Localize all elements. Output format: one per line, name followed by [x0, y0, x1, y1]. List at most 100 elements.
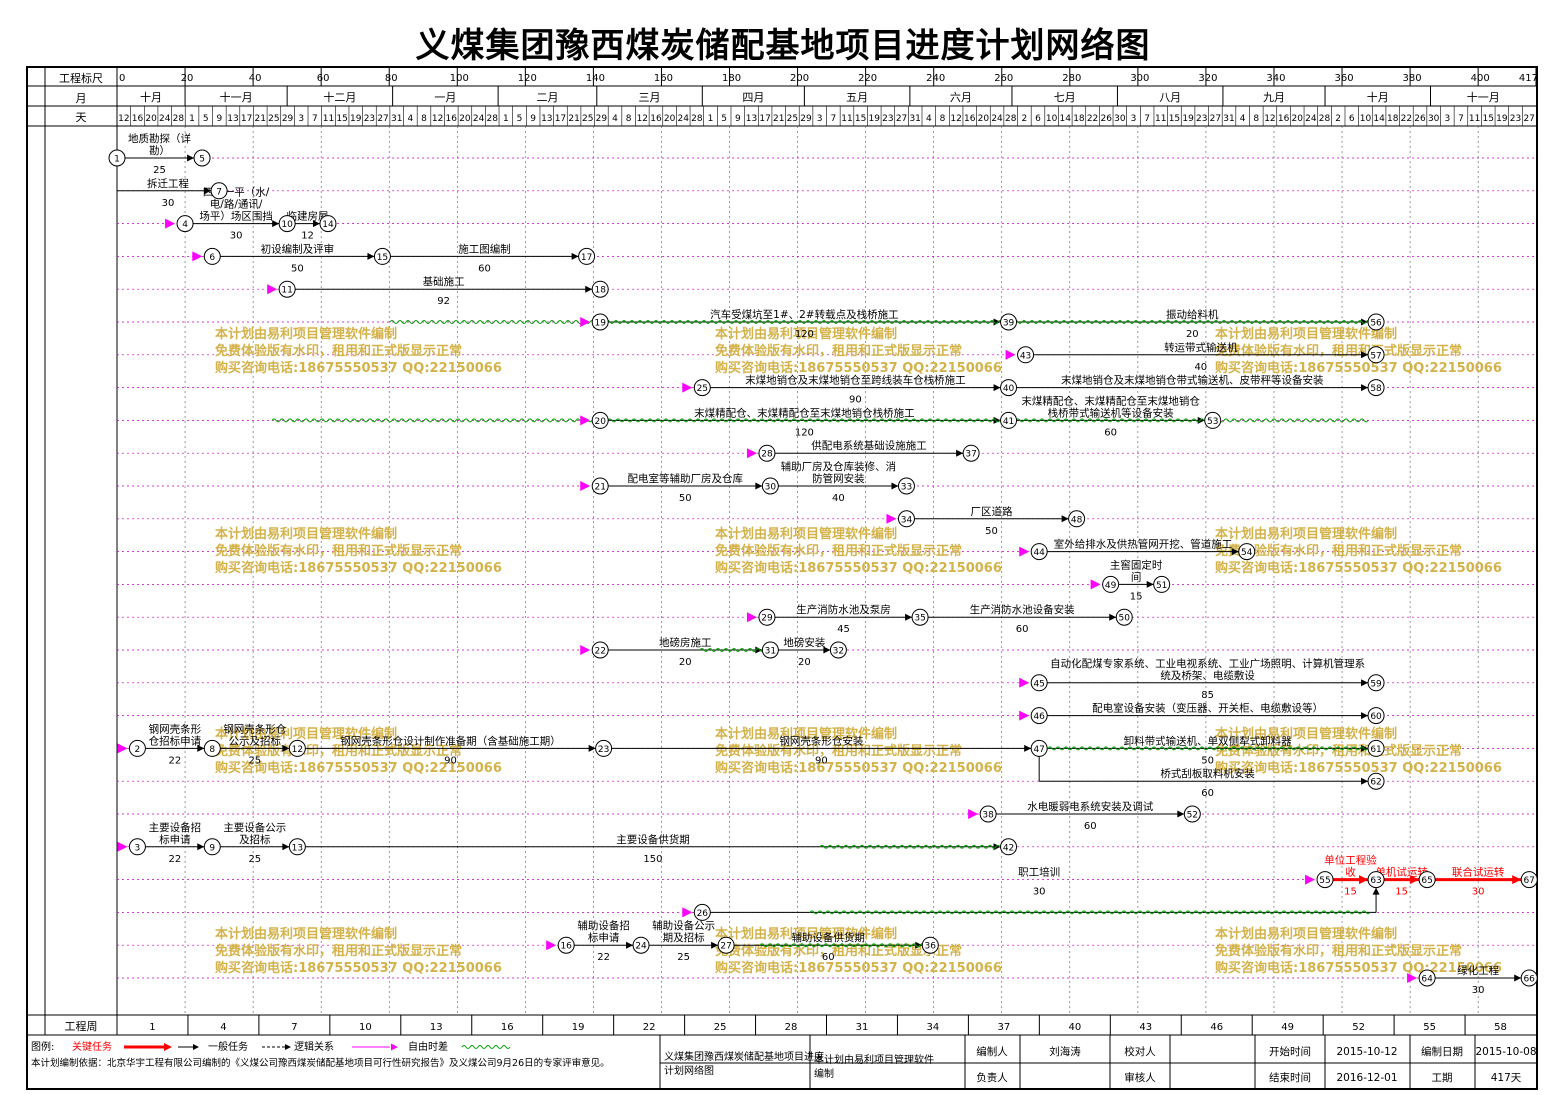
event-node[interactable] [761, 641, 779, 659]
event-node[interactable] [1000, 838, 1018, 856]
event-node[interactable] [210, 182, 228, 200]
activity-name: 勘） [149, 145, 170, 157]
start-marker [682, 907, 693, 918]
event-node-label: 23 [598, 745, 609, 755]
event-node[interactable] [693, 903, 711, 921]
event-node[interactable] [1367, 871, 1385, 889]
event-node[interactable] [1367, 674, 1385, 692]
activity-duration: 15 [1130, 591, 1143, 602]
event-node[interactable] [176, 215, 194, 233]
activity-name: 联合试运转 [1452, 866, 1505, 879]
day-label-cell: 4 [926, 114, 932, 124]
event-node[interactable] [693, 379, 711, 397]
event-node[interactable] [1520, 871, 1538, 889]
day-label-cell: 16 [132, 114, 144, 124]
event-node[interactable] [1068, 510, 1086, 528]
activity-name: 桥式刮板取料机安装 [1160, 767, 1255, 780]
event-node[interactable] [591, 411, 609, 429]
event-node[interactable] [1000, 379, 1018, 397]
event-node[interactable] [1030, 739, 1048, 757]
activity-arrow-head [993, 843, 1001, 851]
event-node[interactable] [1017, 346, 1035, 364]
event-node[interactable] [962, 444, 980, 462]
event-node[interactable] [278, 215, 296, 233]
day-label-cell: 23 [364, 114, 375, 124]
event-node[interactable] [278, 280, 296, 298]
event-node[interactable] [595, 739, 613, 757]
day-label-cell: 12 [432, 114, 443, 124]
event-node[interactable] [557, 936, 575, 954]
event-node[interactable] [1000, 313, 1018, 331]
event-node[interactable] [1316, 871, 1334, 889]
event-node[interactable] [761, 477, 779, 495]
event-node[interactable] [897, 510, 915, 528]
activity-name: 末煤地销仓及末煤地销仓带式输送机、皮带秤等设备安装 [1061, 374, 1324, 387]
event-node[interactable] [897, 477, 915, 495]
event-node-label: 31 [765, 647, 776, 657]
event-node[interactable] [758, 444, 776, 462]
scale-tick-label: 380 [1403, 73, 1422, 84]
event-node[interactable] [1183, 805, 1201, 823]
event-node[interactable] [1520, 969, 1538, 987]
event-node[interactable] [1418, 871, 1436, 889]
footer-maker: 刘海涛 [1049, 1045, 1081, 1058]
day-label-cell: 23 [1196, 114, 1207, 124]
event-node[interactable] [1153, 575, 1171, 593]
event-node[interactable] [1000, 411, 1018, 429]
day-label-cell: 15 [1169, 114, 1180, 124]
event-node[interactable] [1238, 543, 1256, 561]
activity-duration: 25 [677, 952, 690, 963]
event-node[interactable] [373, 247, 391, 265]
event-node[interactable] [288, 739, 306, 757]
event-node[interactable] [717, 936, 735, 954]
activity-name: 防管网安装 [812, 472, 865, 485]
day-label-cell: 5 [203, 114, 209, 124]
event-node[interactable] [591, 477, 609, 495]
event-node[interactable] [288, 838, 306, 856]
day-label-cell: 16 [446, 114, 458, 124]
event-node[interactable] [1367, 313, 1385, 331]
event-node[interactable] [1204, 411, 1222, 429]
event-node[interactable] [193, 149, 211, 167]
event-node[interactable] [921, 936, 939, 954]
event-node[interactable] [1367, 707, 1385, 725]
event-node[interactable] [911, 608, 929, 626]
event-node[interactable] [1030, 674, 1048, 692]
event-node[interactable] [203, 739, 221, 757]
basis-text: 本计划编制依据：北京华宇工程有限公司编制的《义煤公司豫西煤炭储配基地项目可行性研… [31, 1057, 610, 1069]
event-node[interactable] [203, 247, 221, 265]
event-node-label: 29 [761, 614, 773, 624]
day-label: 天 [76, 111, 87, 124]
event-node[interactable] [1030, 543, 1048, 561]
event-node[interactable] [203, 838, 221, 856]
event-node[interactable] [1367, 379, 1385, 397]
event-node[interactable] [1102, 575, 1120, 593]
event-node[interactable] [591, 280, 609, 298]
event-node[interactable] [1367, 346, 1385, 364]
event-node[interactable] [108, 149, 126, 167]
legend-label: 图例: [31, 1040, 54, 1053]
event-node[interactable] [128, 838, 146, 856]
event-node[interactable] [128, 739, 146, 757]
event-node[interactable] [1367, 772, 1385, 790]
watermark-text: 购买咨询电话:18675550537 QQ:22150066 [715, 760, 1002, 776]
event-node[interactable] [591, 313, 609, 331]
event-node[interactable] [1418, 969, 1436, 987]
logic-arrow-head [1372, 887, 1380, 895]
event-node[interactable] [829, 641, 847, 659]
event-node[interactable] [591, 641, 609, 659]
event-node[interactable] [979, 805, 997, 823]
day-label-cell: 19 [1182, 114, 1194, 124]
event-node[interactable] [578, 247, 596, 265]
event-node[interactable] [632, 936, 650, 954]
event-node[interactable] [1367, 739, 1385, 757]
watermark-text: 购买咨询电话:18675550537 QQ:22150066 [215, 760, 502, 776]
scale-tick-label: 120 [518, 73, 537, 84]
event-node[interactable] [319, 215, 337, 233]
event-node[interactable] [1030, 707, 1048, 725]
event-node[interactable] [758, 608, 776, 626]
day-label-cell: 16 [650, 114, 662, 124]
event-node[interactable] [1115, 608, 1133, 626]
page-title: 义煤集团豫西煤炭储配基地项目进度计划网络图 [415, 26, 1151, 66]
scale-tick-label: 240 [926, 73, 945, 84]
